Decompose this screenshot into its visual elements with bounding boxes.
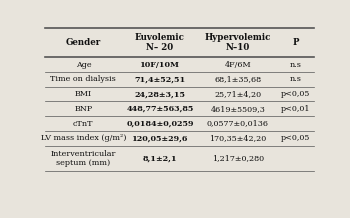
Text: n.s: n.s [289,75,301,83]
Text: 0,0577±0,0136: 0,0577±0,0136 [207,119,269,128]
Text: P: P [292,38,299,47]
Text: n.s: n.s [289,61,301,69]
Text: p<0,01: p<0,01 [281,105,310,113]
Text: Interventricular
septum (mm): Interventricular septum (mm) [51,150,116,167]
Text: 170,35±42,20: 170,35±42,20 [209,134,266,142]
Text: BNP: BNP [74,105,92,113]
Text: 10F/10M: 10F/10M [140,61,180,69]
Text: p<0,05: p<0,05 [281,134,310,142]
Text: 25,71±4,20: 25,71±4,20 [214,90,261,98]
Text: p<0,05: p<0,05 [281,90,310,98]
Text: 1,217±0,280: 1,217±0,280 [212,154,264,162]
Text: Time on dialysis: Time on dialysis [50,75,116,83]
Text: 68,1±35,68: 68,1±35,68 [214,75,261,83]
Text: Gender: Gender [66,38,101,47]
Text: cTnT: cTnT [73,119,93,128]
Text: 4F/6M: 4F/6M [224,61,251,69]
Text: LV mass index (g/m²): LV mass index (g/m²) [41,134,126,142]
Text: 24,28±3,15: 24,28±3,15 [134,90,186,98]
Text: BMI: BMI [75,90,92,98]
Text: 120,05±29,6: 120,05±29,6 [132,134,188,142]
Text: Euvolemic
N– 20: Euvolemic N– 20 [135,33,185,53]
Text: Age: Age [76,61,91,69]
Text: 8,1±2,1: 8,1±2,1 [142,154,177,162]
Text: 4619±5509,3: 4619±5509,3 [210,105,265,113]
Text: 448,77±563,85: 448,77±563,85 [126,105,194,113]
Text: 0,0184±0,0259: 0,0184±0,0259 [126,119,194,128]
Text: 71,4±52,51: 71,4±52,51 [134,75,186,83]
Text: Hypervolemic
N–10: Hypervolemic N–10 [205,33,271,53]
